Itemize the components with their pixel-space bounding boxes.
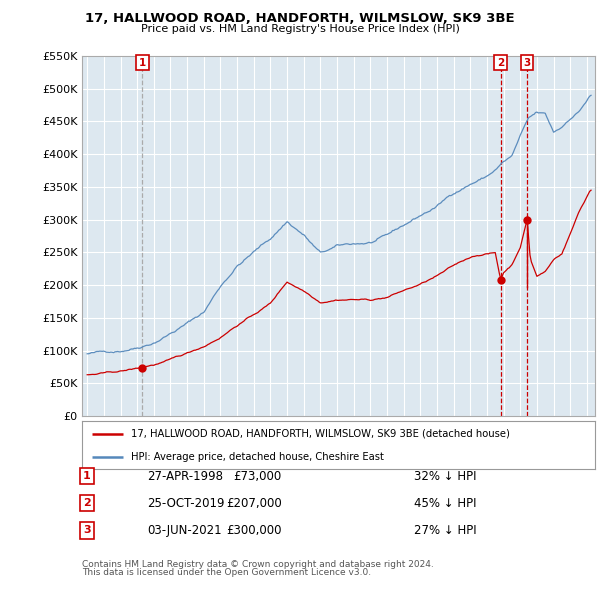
Text: 27-APR-1998: 27-APR-1998 <box>147 470 223 483</box>
Text: 1: 1 <box>139 58 146 68</box>
Text: 2: 2 <box>83 499 91 508</box>
Text: 17, HALLWOOD ROAD, HANDFORTH, WILMSLOW, SK9 3BE (detached house): 17, HALLWOOD ROAD, HANDFORTH, WILMSLOW, … <box>131 429 510 439</box>
Text: Price paid vs. HM Land Registry's House Price Index (HPI): Price paid vs. HM Land Registry's House … <box>140 24 460 34</box>
Text: This data is licensed under the Open Government Licence v3.0.: This data is licensed under the Open Gov… <box>82 568 371 577</box>
Text: £73,000: £73,000 <box>234 470 282 483</box>
Text: £300,000: £300,000 <box>227 524 282 537</box>
Text: 2: 2 <box>497 58 504 68</box>
Text: 17, HALLWOOD ROAD, HANDFORTH, WILMSLOW, SK9 3BE: 17, HALLWOOD ROAD, HANDFORTH, WILMSLOW, … <box>85 12 515 25</box>
Text: 32% ↓ HPI: 32% ↓ HPI <box>414 470 476 483</box>
Text: HPI: Average price, detached house, Cheshire East: HPI: Average price, detached house, Ches… <box>131 452 384 462</box>
Text: 3: 3 <box>83 526 91 535</box>
Text: 27% ↓ HPI: 27% ↓ HPI <box>414 524 476 537</box>
Text: £207,000: £207,000 <box>226 497 282 510</box>
Text: 25-OCT-2019: 25-OCT-2019 <box>147 497 224 510</box>
Text: Contains HM Land Registry data © Crown copyright and database right 2024.: Contains HM Land Registry data © Crown c… <box>82 560 434 569</box>
Text: 3: 3 <box>524 58 531 68</box>
Text: 45% ↓ HPI: 45% ↓ HPI <box>414 497 476 510</box>
Text: 1: 1 <box>83 471 91 481</box>
Text: 03-JUN-2021: 03-JUN-2021 <box>147 524 221 537</box>
